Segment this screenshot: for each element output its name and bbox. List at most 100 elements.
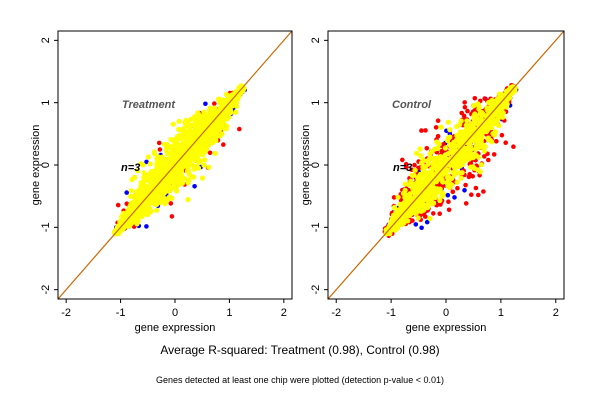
treatment-x-axis-title: gene expression [135,322,216,334]
treatment-data-point [159,154,165,160]
control-data-point [473,185,479,191]
treatment-data-point [152,181,158,187]
treatment-data-point [185,197,191,203]
treatment-data-point [145,203,151,209]
control-data-point [481,189,486,194]
control-data-point [393,212,399,218]
control-data-point [491,152,497,157]
treatment-data-point [128,188,134,194]
control-data-point [468,121,474,127]
control-data-point [435,186,441,192]
control-data-point [424,146,430,151]
control-panel-title: Control [392,99,432,111]
control-data-point [446,199,451,204]
treatment-data-point [174,188,180,194]
treatment-data-point [196,111,202,117]
control-data-point [427,215,433,222]
treatment-data-point [212,105,218,111]
treatment-data-point [201,162,207,168]
control-data-point [396,207,402,213]
control-data-point [422,205,428,211]
treatment-data-point [221,101,227,107]
control-data-point [458,175,464,181]
control-data-point [469,192,474,197]
control-data-point [420,168,427,174]
control-axis-ticks: -2 -1 0 1 2 -2 -1 0 1 2 [310,37,559,319]
treatment-data-point [134,194,140,200]
control-data-point [478,116,484,122]
control-data-point [465,108,470,114]
treatment-data-point [222,111,228,117]
control-data-point [400,157,405,163]
control-data-point [444,138,451,144]
control-data-point [445,119,451,125]
treatment-data-point [124,190,129,195]
control-data-point [475,120,481,126]
control-data-point [437,197,443,204]
treatment-data-point [233,109,239,115]
treatment-data-point [169,214,175,219]
control-data-point [427,151,433,157]
treatment-data-point [147,161,153,167]
treatment-data-point [207,150,213,156]
treatment-data-point [202,157,208,163]
control-data-point [434,168,440,174]
control-data-point [424,219,430,225]
treatment-data-point [165,178,171,184]
control-data-point [455,160,461,166]
control-data-point [403,164,409,170]
control-data-point [478,162,484,168]
treatment-data-point [219,107,225,113]
control-data-point [471,116,477,122]
treatment-n-label: n=3 [121,162,140,174]
control-x-tick-label: 2 [553,307,559,319]
treatment-data-point [203,120,209,126]
control-data-point [442,152,448,158]
treatment-y-tick-label: 2 [40,37,52,43]
treatment-data-point [168,136,174,143]
treatment-data-point [193,130,199,136]
control-data-point [425,161,431,167]
treatment-data-point [168,201,174,206]
treatment-data-point [130,201,136,208]
control-data-point [460,161,466,167]
control-data-point [442,156,448,163]
control-data-point [409,172,415,178]
treatment-x-tick-label: 0 [172,307,178,319]
control-data-point [505,93,511,99]
treatment-data-point [176,126,182,132]
control-data-point [511,144,516,149]
control-data-point [406,182,412,188]
control-data-point [402,187,408,193]
control-data-point [471,103,477,109]
control-data-point [445,161,451,167]
treatment-data-point [138,194,144,200]
treatment-data-point [200,147,206,153]
treatment-data-point [157,169,163,175]
control-data-point [419,160,425,166]
treatment-data-point [191,174,197,180]
treatment-data-point [175,182,181,188]
control-data-point [464,118,470,124]
treatment-data-point [203,101,208,107]
control-data-point [457,129,463,135]
treatment-data-point [147,192,153,198]
treatment-data-point [147,178,153,184]
treatment-data-point [180,162,186,168]
control-data-point [472,96,478,101]
treatment-data-point [172,153,178,159]
treatment-data-point [152,195,158,201]
control-data-point [438,169,444,175]
treatment-data-point [192,184,197,189]
treatment-data-point [137,212,143,218]
treatment-data-point [124,201,130,206]
treatment-data-point [164,142,170,148]
control-data-point [438,124,444,130]
control-data-point [433,178,439,184]
control-data-point [509,85,515,91]
treatment-data-point [164,198,170,204]
control-data-point [468,147,474,153]
control-data-point [419,225,424,231]
control-data-point [446,207,452,213]
control-data-point [445,178,451,184]
